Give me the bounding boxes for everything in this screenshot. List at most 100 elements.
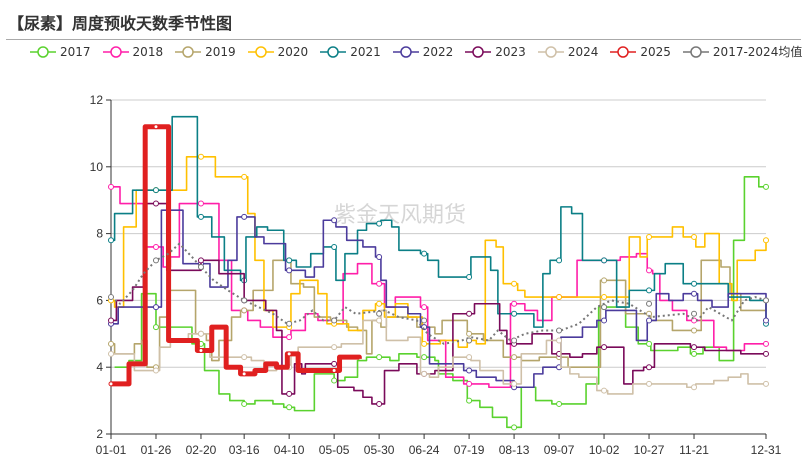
x-tick-label: 05-30 bbox=[364, 443, 395, 457]
legend-item-2020[interactable]: 2020 bbox=[247, 45, 308, 59]
data-point bbox=[601, 257, 608, 264]
series-line bbox=[111, 115, 767, 328]
data-point bbox=[197, 257, 204, 264]
series-2025 bbox=[108, 124, 362, 387]
series-line bbox=[111, 186, 766, 389]
legend-item-2017-2024均值[interactable]: 2017-2024均值 bbox=[682, 43, 802, 60]
y-tick-label: 10 bbox=[90, 160, 104, 174]
data-point bbox=[421, 304, 428, 311]
legend-item-2022[interactable]: 2022 bbox=[392, 45, 453, 59]
data-point bbox=[241, 173, 248, 180]
legend-label: 2023 bbox=[495, 44, 526, 59]
x-tick-label: 10-02 bbox=[589, 443, 620, 457]
data-point bbox=[197, 213, 204, 220]
legend-marker-icon bbox=[610, 45, 637, 58]
data-point bbox=[108, 183, 114, 190]
series-line bbox=[111, 124, 362, 387]
data-point bbox=[108, 381, 114, 387]
series-2024 bbox=[108, 309, 769, 395]
legend-item-2024[interactable]: 2024 bbox=[537, 45, 598, 59]
legend-item-2023[interactable]: 2023 bbox=[465, 45, 526, 59]
watermark: 紫金天风期货 bbox=[334, 203, 466, 228]
data-point bbox=[466, 397, 473, 404]
series-line bbox=[111, 202, 766, 405]
data-point bbox=[152, 324, 159, 331]
data-point bbox=[198, 348, 204, 353]
data-point bbox=[286, 267, 293, 274]
data-point bbox=[152, 187, 159, 194]
y-tick-label: 2 bbox=[96, 427, 103, 441]
data-point bbox=[376, 317, 383, 324]
data-point bbox=[376, 253, 383, 260]
data-point bbox=[331, 368, 337, 374]
data-point bbox=[646, 233, 653, 240]
x-tick-label: 06-24 bbox=[409, 443, 440, 457]
series-line bbox=[111, 309, 766, 395]
data-point bbox=[376, 300, 383, 307]
legend-marker-icon bbox=[320, 45, 347, 58]
series-2020 bbox=[108, 153, 769, 348]
data-point bbox=[691, 280, 698, 287]
series-line bbox=[111, 155, 767, 348]
data-point bbox=[691, 384, 698, 391]
data-point bbox=[763, 237, 769, 244]
legend-item-2025[interactable]: 2025 bbox=[610, 45, 671, 59]
data-point bbox=[466, 274, 473, 281]
data-point bbox=[691, 350, 698, 357]
y-tick-label: 8 bbox=[96, 227, 103, 241]
data-point bbox=[601, 294, 608, 301]
data-point bbox=[241, 297, 248, 304]
x-tick-label: 09-07 bbox=[544, 443, 575, 457]
legend-item-2017[interactable]: 2017 bbox=[30, 45, 91, 59]
legend-marker-icon bbox=[30, 45, 56, 58]
data-point bbox=[108, 294, 114, 301]
data-point bbox=[286, 351, 292, 357]
data-point bbox=[331, 243, 338, 250]
data-point bbox=[646, 340, 653, 347]
data-point bbox=[331, 217, 338, 224]
x-tick-label: 11-21 bbox=[679, 443, 709, 457]
data-point bbox=[153, 124, 159, 130]
data-point bbox=[421, 250, 428, 257]
legend-marker-icon bbox=[465, 45, 492, 58]
data-point bbox=[556, 337, 563, 344]
data-point bbox=[331, 344, 338, 351]
data-point bbox=[152, 304, 159, 311]
legend: 2017 2018 2019 2020 2021 2022 2023 2024 2025 2017… bbox=[30, 43, 802, 60]
data-point bbox=[691, 290, 698, 297]
legend-marker-icon bbox=[392, 45, 419, 58]
data-point bbox=[763, 183, 769, 190]
legend-label: 2017 bbox=[60, 44, 91, 59]
legend-item-2019[interactable]: 2019 bbox=[175, 45, 236, 59]
x-tick-label: 10-27 bbox=[634, 443, 665, 457]
data-point bbox=[331, 317, 338, 324]
data-point bbox=[421, 370, 428, 377]
data-point bbox=[691, 310, 698, 317]
data-point bbox=[286, 320, 293, 327]
data-point bbox=[286, 404, 293, 411]
data-point bbox=[691, 233, 698, 240]
data-point bbox=[376, 280, 383, 287]
data-point bbox=[152, 367, 159, 374]
x-tick-label: 08-13 bbox=[499, 443, 530, 457]
legend-item-2018[interactable]: 2018 bbox=[102, 45, 163, 59]
x-tick-label: 04-10 bbox=[274, 443, 305, 457]
data-point bbox=[601, 277, 608, 284]
data-point bbox=[511, 280, 518, 287]
data-point bbox=[241, 354, 248, 361]
x-tick-label: 03-16 bbox=[229, 443, 260, 457]
data-point bbox=[421, 354, 428, 361]
x-tick-label: 01-26 bbox=[141, 443, 172, 457]
legend-item-2021[interactable]: 2021 bbox=[320, 45, 381, 59]
data-point bbox=[376, 354, 383, 361]
data-point bbox=[646, 287, 653, 294]
data-point bbox=[421, 340, 428, 347]
data-point bbox=[556, 294, 563, 301]
data-point bbox=[241, 307, 248, 314]
data-point bbox=[556, 257, 563, 264]
data-point bbox=[241, 213, 248, 220]
data-point bbox=[466, 367, 473, 374]
y-tick-label: 6 bbox=[96, 293, 103, 307]
